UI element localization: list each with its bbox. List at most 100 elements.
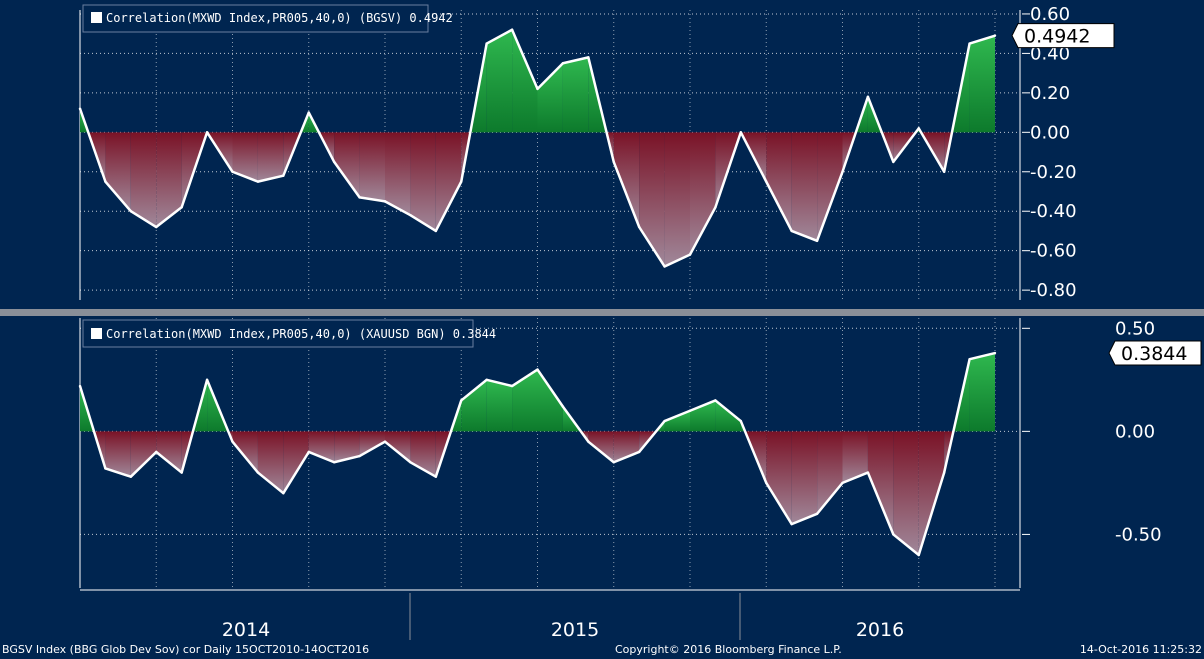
area-negative: [232, 431, 258, 473]
area-negative: [918, 431, 945, 556]
area-negative: [257, 132, 284, 182]
area-negative: [867, 431, 894, 535]
area-negative: [334, 132, 360, 198]
data-point: [561, 62, 565, 65]
data-point: [993, 34, 997, 37]
data-point: [231, 440, 234, 443]
area-positive: [537, 369, 563, 432]
data-point: [587, 56, 590, 59]
data-point: [485, 42, 488, 45]
data-point: [815, 239, 819, 243]
area-positive: [461, 379, 487, 432]
area-negative: [156, 431, 182, 473]
data-point: [612, 160, 615, 164]
area-positive: [969, 35, 995, 133]
last-value-box: [1011, 23, 1115, 49]
data-point: [993, 351, 997, 355]
last-value-label-top: 0.4942: [1011, 23, 1115, 49]
x-tick-label-2014: 2014: [222, 619, 270, 641]
y-tick-label: -0.20: [1030, 162, 1077, 183]
data-point: [866, 471, 870, 474]
y-tick-label: 0.00: [1030, 122, 1070, 143]
data-point: [307, 450, 310, 454]
data-point: [358, 196, 361, 199]
data-point: [358, 454, 361, 458]
area-negative: [359, 431, 385, 457]
area-negative: [334, 431, 360, 463]
area-negative: [385, 132, 411, 216]
data-point: [866, 95, 870, 99]
data-point: [714, 206, 717, 209]
data-point: [282, 491, 285, 495]
data-point: [739, 419, 743, 423]
data-point: [765, 481, 768, 485]
area-negative: [613, 132, 640, 228]
data-point: [383, 200, 387, 203]
area-positive: [562, 57, 589, 133]
area-negative: [766, 132, 792, 231]
area-negative: [893, 431, 919, 556]
data-point: [942, 170, 946, 173]
legend-bottom-label: Correlation(MXWD Index,PR005,40,0) (XAUU…: [106, 327, 496, 341]
data-point: [256, 180, 260, 183]
data-point: [460, 180, 463, 183]
area-negative: [791, 431, 818, 525]
panel-bgsv-correlation: 0.60 0.40 0.20 0.00 -0.20 -0.40 -0.60 -0.80 0.49…: [78, 4, 1115, 301]
y-tick-label: -0.40: [1030, 201, 1077, 222]
area-negative: [385, 431, 411, 463]
data-point: [307, 111, 310, 114]
data-point: [612, 461, 615, 464]
data-point: [460, 399, 463, 402]
data-point: [536, 87, 539, 91]
last-value-box: [1108, 340, 1202, 366]
footer-security-info: BGSV Index (BBG Glob Dev Sov) cor Daily …: [2, 643, 369, 655]
data-point: [383, 440, 387, 443]
area-positive: [969, 353, 995, 432]
area-negative: [791, 132, 818, 241]
last-value-label-bottom: 0.3844: [1108, 340, 1202, 366]
data-point: [790, 229, 793, 233]
data-point: [841, 170, 844, 173]
y-tick-label: 0.60: [1030, 4, 1070, 25]
data-point: [180, 471, 183, 474]
footer-timestamp: 14-Oct-2016 11:25:32: [1080, 643, 1202, 655]
data-point: [942, 471, 946, 474]
data-point: [155, 225, 158, 229]
legend-top-label: Correlation(MXWD Index,PR005,40,0) (BGSV…: [106, 11, 453, 25]
data-point: [104, 467, 107, 470]
footer-copyright: Copyright© 2016 Bloomberg Finance L.P.: [615, 643, 842, 655]
last-value-text: 0.3844: [1121, 343, 1187, 365]
y-tick-label: -0.50: [1115, 524, 1162, 545]
area-negative: [283, 431, 309, 494]
area-negative: [130, 431, 157, 477]
area-negative: [105, 431, 131, 477]
data-point: [561, 405, 565, 408]
data-point: [129, 210, 133, 213]
area-positive: [664, 410, 690, 432]
data-point: [637, 225, 641, 229]
legend-bottom[interactable]: Correlation(MXWD Index,PR005,40,0) (XAUU…: [82, 319, 496, 348]
data-point: [892, 160, 895, 164]
data-point: [892, 533, 895, 536]
data-point: [688, 253, 692, 256]
area-negative: [613, 431, 640, 463]
data-point: [104, 180, 107, 183]
area-positive: [486, 29, 513, 133]
y-tick-label: -0.80: [1030, 280, 1077, 301]
legend-top[interactable]: Correlation(MXWD Index,PR005,40,0) (BGSV…: [82, 4, 453, 33]
area-positive: [512, 29, 538, 133]
area-negative: [588, 431, 614, 463]
y-tick-label: 0.00: [1115, 421, 1155, 442]
data-point: [815, 512, 819, 516]
area-negative: [664, 132, 690, 267]
area-negative: [817, 431, 843, 514]
area-negative: [130, 132, 157, 228]
area-negative: [842, 431, 868, 483]
x-axis: 2014 2015 2016: [80, 589, 1020, 641]
data-point: [663, 265, 666, 268]
area-negative: [817, 132, 843, 241]
panel-divider[interactable]: [0, 309, 1204, 316]
data-point: [587, 440, 590, 443]
data-point: [78, 107, 82, 110]
data-point: [714, 399, 717, 402]
